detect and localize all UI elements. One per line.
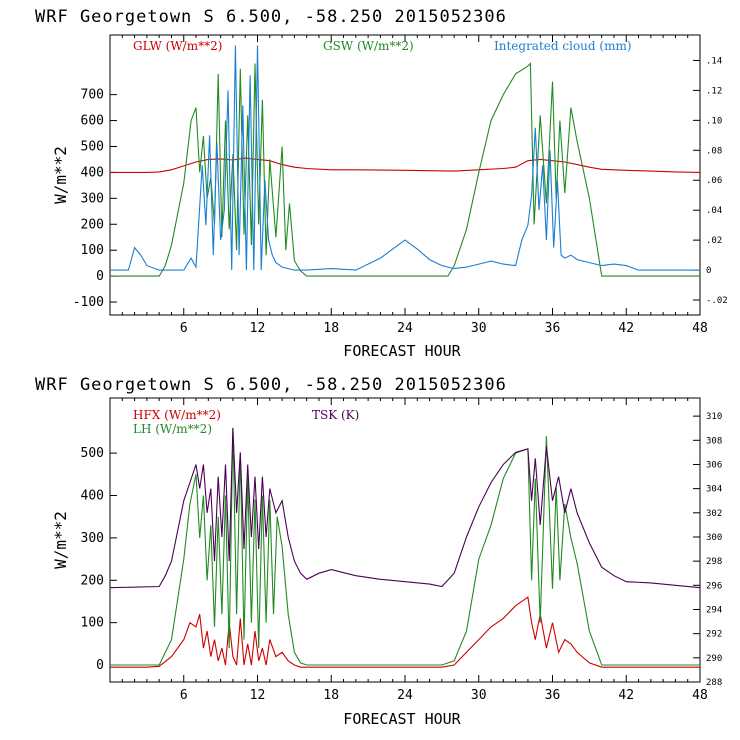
y-tick-label: 300 [81,531,104,546]
x-tick-label: 6 [180,321,188,336]
y2-tick-label: 288 [706,678,722,688]
series-line-hfx [110,596,700,668]
y2-tick-label: 290 [706,654,722,664]
plot-frame [109,397,701,683]
chart-panel-1: WRF Georgetown S 6.500, -58.250 20150523… [35,7,728,360]
y2-tick-label: 300 [706,533,722,543]
y2-tick-label: 306 [706,460,722,470]
x-tick-label: 6 [180,688,188,703]
y-tick-label: 100 [81,243,104,258]
series-line-lh [110,427,700,666]
x-tick-label: 24 [397,688,413,703]
y-tick-label: 600 [81,114,104,129]
y2-tick-label: .08 [706,146,722,156]
y2-tick-label: 296 [706,581,722,591]
legend-entry: GSW (W/m**2) [323,39,414,53]
y-tick-label: 200 [81,573,104,588]
y2-tick-label: .06 [706,176,722,186]
y-tick-label: -100 [73,295,104,310]
y2-tick-label: 308 [706,436,722,446]
plot-frame [109,34,701,316]
y-tick-label: 700 [81,88,104,103]
y-tick-label: 0 [96,658,104,673]
y-tick-label: 400 [81,165,104,180]
x-tick-label: 42 [618,321,634,336]
y2-tick-label: 0 [706,266,711,276]
chart-title: WRF Georgetown S 6.500, -58.250 20150523… [35,375,507,395]
x-tick-label: 48 [692,688,708,703]
y-tick-label: 500 [81,446,104,461]
x-tick-label: 12 [250,321,266,336]
x-axis-label: FORECAST HOUR [343,710,461,728]
x-tick-label: 12 [250,688,266,703]
series-line-glw [110,157,700,173]
series-line-tsk [110,428,700,589]
y-tick-label: 400 [81,488,104,503]
y-tick-label: 200 [81,217,104,232]
legend-entry: Integrated cloud (mm) [494,39,632,53]
x-tick-label: 18 [323,321,339,336]
y2-tick-label: 294 [706,605,722,615]
y2-tick-label: 304 [706,485,722,495]
y2-tick-label: .14 [706,56,722,66]
x-tick-label: 18 [323,688,339,703]
x-tick-label: 30 [471,321,487,336]
chart-panel-2: WRF Georgetown S 6.500, -58.250 20150523… [35,375,722,728]
x-tick-label: 42 [618,688,634,703]
y2-tick-label: .04 [706,206,722,216]
legend-entry: LH (W/m**2) [133,422,212,436]
x-tick-label: 36 [545,321,561,336]
y2-tick-label: -.02 [706,296,728,306]
x-tick-label: 48 [692,321,708,336]
legend-entry: TSK (K) [312,408,359,422]
y2-tick-label: 292 [706,630,722,640]
series-line-integrated [110,45,700,271]
x-tick-label: 30 [471,688,487,703]
y-tick-label: 0 [96,269,104,284]
legend-entry: GLW (W/m**2) [133,39,222,53]
x-tick-label: 36 [545,688,561,703]
y2-tick-label: 298 [706,557,722,567]
y-axis-label: W/m**2 [51,146,70,204]
legend-entry: HFX (W/m**2) [133,408,221,422]
x-axis-label: FORECAST HOUR [343,342,461,360]
y2-tick-label: 302 [706,509,722,519]
chart-title: WRF Georgetown S 6.500, -58.250 20150523… [35,7,507,27]
y-tick-label: 300 [81,191,104,206]
x-tick-label: 24 [397,321,413,336]
y2-tick-label: .02 [706,236,722,246]
y2-tick-label: .10 [706,116,722,126]
y2-tick-label: .12 [706,86,722,96]
y-tick-label: 100 [81,616,104,631]
y2-tick-label: 310 [706,412,722,422]
y-axis-label: W/m**2 [51,511,70,569]
y-tick-label: 500 [81,139,104,154]
